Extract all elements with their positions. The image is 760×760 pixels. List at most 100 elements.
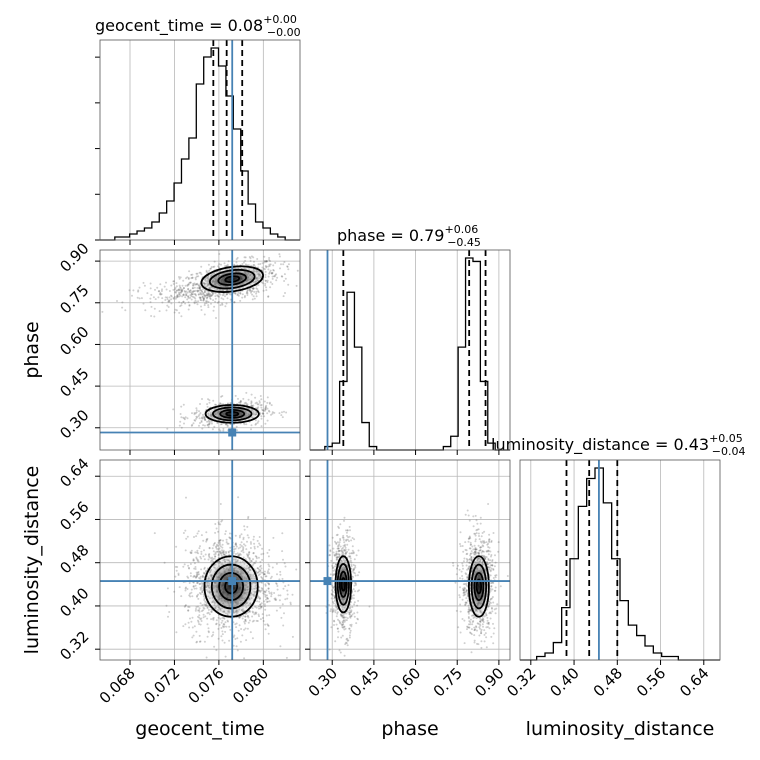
x-axis-label-luminosity-distance: luminosity_distance: [526, 718, 715, 740]
sample-point: [212, 399, 215, 402]
sample-point: [224, 621, 227, 624]
sample-point: [490, 539, 493, 542]
sample-point: [234, 292, 237, 295]
sample-point: [203, 302, 206, 305]
sample-point: [266, 601, 268, 603]
sample-point: [191, 276, 194, 279]
sample-point: [463, 557, 466, 560]
sample-point: [248, 619, 251, 622]
sample-point: [191, 287, 194, 290]
sample-point: [349, 615, 351, 618]
sample-point: [238, 552, 241, 555]
sample-point: [203, 297, 206, 300]
sample-point: [201, 290, 203, 293]
sample-point: [264, 608, 267, 611]
sample-point: [181, 295, 184, 298]
sample-point: [175, 545, 178, 548]
sample-point: [208, 546, 211, 549]
sample-point: [268, 600, 271, 603]
sample-point: [243, 296, 246, 299]
sample-point: [193, 625, 196, 628]
sample-point: [202, 299, 205, 302]
sample-point: [265, 266, 268, 269]
sample-point: [229, 537, 232, 540]
sample-point: [494, 576, 497, 579]
sample-point: [259, 569, 262, 572]
sample-point: [268, 582, 270, 585]
sample-point: [214, 552, 217, 555]
sample-point: [338, 549, 341, 552]
sample-point: [195, 272, 198, 275]
sample-point: [272, 269, 275, 271]
sample-point: [190, 620, 193, 623]
sample-point: [465, 582, 468, 585]
sample-point: [225, 541, 228, 544]
sample-point: [474, 534, 477, 537]
sample-point: [208, 547, 211, 550]
sample-point: [201, 398, 203, 400]
sample-point: [286, 589, 289, 592]
sample-point: [339, 549, 342, 552]
sample-point: [236, 429, 239, 432]
sample-point: [239, 401, 242, 404]
sample-point: [470, 558, 473, 561]
sample-point: [277, 594, 280, 597]
sample-point: [163, 285, 166, 288]
sample-point: [337, 618, 339, 621]
sample-point: [335, 603, 337, 606]
sample-point: [198, 640, 201, 643]
sample-point: [220, 395, 223, 398]
sample-point: [220, 635, 223, 638]
sample-point: [208, 421, 211, 424]
sample-point: [250, 404, 253, 407]
sample-point: [254, 612, 257, 615]
sample-point: [192, 558, 195, 561]
sample-point: [200, 309, 203, 311]
sample-point: [159, 283, 162, 286]
sample-point: [206, 617, 209, 620]
sample-point: [186, 284, 189, 287]
sample-point: [465, 589, 468, 592]
sample-point: [473, 532, 476, 535]
sample-point: [264, 279, 267, 282]
sample-point: [246, 290, 248, 293]
sample-point: [285, 411, 288, 414]
sample-point: [216, 422, 219, 425]
sample-point: [251, 293, 254, 296]
sample-point: [191, 276, 194, 279]
sample-point: [186, 535, 189, 538]
sample-point: [273, 597, 276, 600]
sample-point: [257, 263, 260, 266]
sample-point: [282, 295, 285, 298]
sample-point: [197, 560, 200, 563]
sample-point: [167, 615, 169, 618]
sample-point: [198, 607, 201, 610]
sample-point: [211, 617, 214, 620]
sample-point: [212, 616, 215, 619]
sample-point: [464, 548, 467, 551]
sample-point: [343, 616, 346, 619]
sample-point: [235, 622, 238, 625]
sample-point: [332, 569, 335, 572]
sample-point: [268, 401, 271, 404]
sample-point: [467, 606, 470, 609]
sample-point: [195, 415, 198, 418]
sample-point: [336, 612, 339, 615]
sample-point: [459, 586, 461, 589]
sample-point: [332, 594, 335, 597]
sample-point: [473, 553, 476, 556]
sample-point: [168, 290, 171, 292]
sample-point: [225, 293, 228, 296]
y-tick-label: 0.75: [56, 281, 92, 317]
sample-point: [347, 639, 350, 642]
sample-point: [198, 296, 201, 299]
sample-point: [246, 403, 249, 406]
sample-point: [346, 534, 348, 537]
sample-point: [455, 609, 458, 612]
sample-point: [222, 626, 225, 629]
sample-point: [275, 273, 278, 276]
sample-point: [489, 597, 492, 600]
sample-point: [480, 628, 483, 631]
sample-point: [349, 611, 352, 614]
contour-level-3: [218, 571, 245, 602]
